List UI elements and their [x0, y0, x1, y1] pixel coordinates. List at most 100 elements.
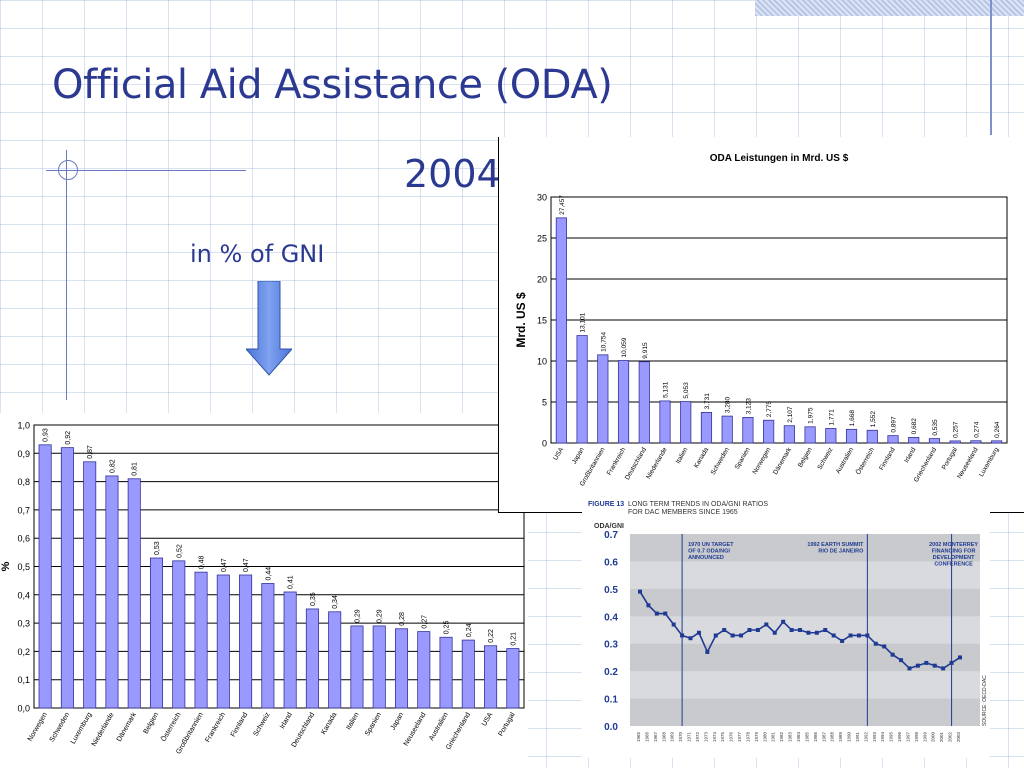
- gni-category-label: Griechenland: [445, 711, 472, 751]
- arrow-down-icon: [246, 281, 292, 376]
- oda-value-label: 3,123: [745, 398, 752, 415]
- trend-data-point: [899, 658, 904, 663]
- oda-value-label: 1,975: [808, 407, 815, 424]
- gni-plot-frame: [33, 424, 525, 709]
- oda-y-tick-label: 25: [537, 234, 547, 244]
- trend-data-point: [638, 589, 642, 594]
- gni-value-label: 0,93: [43, 428, 50, 442]
- gni-category-label: Luxemburg: [70, 711, 94, 745]
- trend-x-tick-label: 2002: [948, 732, 953, 743]
- trend-data-point: [688, 636, 693, 641]
- oda-bar: [783, 425, 795, 444]
- trend-data-point: [646, 603, 651, 608]
- trend-title-line: FOR DAC MEMBERS SINCE 1965: [628, 509, 738, 516]
- gni-category-label: Norwegen: [27, 711, 49, 742]
- trend-data-point: [840, 638, 845, 643]
- gni-y-tick-label: 0,9: [17, 449, 30, 459]
- trend-data-point: [924, 660, 929, 665]
- trend-data-point: [907, 666, 912, 671]
- oda-category-label: USA: [552, 446, 565, 462]
- oda-bar: [700, 412, 713, 444]
- trend-data-point: [654, 611, 659, 616]
- oda-value-label: 1,771: [828, 409, 835, 426]
- trend-data-point: [764, 622, 769, 627]
- oda-value-label: 3,731: [704, 393, 711, 410]
- oda-chart-title: ODA Leistungen in Mrd. US $: [710, 153, 849, 164]
- trend-data-point: [823, 628, 828, 632]
- trend-data-point: [713, 633, 718, 638]
- gni-value-label: 0,92: [65, 431, 72, 445]
- trend-x-tick-label: 1991: [855, 732, 860, 743]
- gni-value-label: 0,29: [354, 609, 361, 623]
- oda-bar: [659, 400, 671, 444]
- oda-value-label: 0,682: [911, 418, 918, 435]
- gni-y-tick-label: 0,0: [17, 704, 30, 714]
- oda-y-tick-label: 10: [537, 357, 547, 367]
- gni-label: in % of GNI: [190, 240, 325, 268]
- trend-data-point: [730, 633, 735, 638]
- trend-x-tick-label: 1985: [804, 732, 809, 743]
- trend-data-point: [789, 628, 794, 632]
- oda-amount-chart-svg: 0 5 10 15 20 25 30 Mrd. US $ ODA Leistungen in M…: [514, 153, 1008, 488]
- oda-category-label: Griechenland: [913, 446, 939, 483]
- gni-value-label: 0,28: [399, 612, 406, 626]
- trend-x-tick-label: 1966: [644, 732, 649, 743]
- gni-value-label: 0,52: [176, 544, 183, 558]
- trend-x-tick-label: 1987: [821, 732, 826, 743]
- trend-x-tick-label: 1965: [636, 732, 641, 743]
- gni-category-label: Schweden: [49, 711, 71, 743]
- trend-y-tick-label: 0.5: [604, 585, 618, 596]
- oda-category-label: Portugal: [941, 446, 959, 471]
- decorative-vertical-line: [990, 0, 992, 135]
- decorative-circle: [58, 160, 78, 180]
- gni-bar: [261, 583, 275, 709]
- oda-bar: [908, 437, 920, 444]
- oda-value-label: 0,535: [932, 419, 939, 436]
- trend-data-point: [882, 644, 887, 649]
- oda-value-label: 2,775: [766, 401, 773, 418]
- trend-x-tick-label: 1986: [813, 732, 818, 743]
- trend-x-tick-label: 1990: [847, 732, 852, 743]
- trend-x-tick-label: 1971: [687, 732, 692, 743]
- oda-amount-chart: 0 5 10 15 20 25 30 Mrd. US $ ODA Leistungen in M…: [498, 137, 1024, 513]
- trend-x-tick-label: 1988: [830, 732, 835, 743]
- oda-category-label: Kanada: [693, 446, 710, 469]
- oda-y-tick-label: 20: [537, 275, 547, 285]
- trend-x-tick-label: 1979: [754, 732, 759, 743]
- oda-bar: [555, 217, 567, 444]
- oda-value-label: 2,107: [787, 406, 794, 423]
- oda-category-label: Schweden: [710, 446, 731, 476]
- oda-bar: [680, 401, 692, 444]
- trend-y-tick-label: 0.4: [604, 612, 618, 623]
- gni-bar: [305, 608, 319, 709]
- trend-data-point: [705, 649, 710, 654]
- trend-data-point: [781, 619, 786, 624]
- trend-data-point: [941, 666, 946, 671]
- trend-x-tick-label: 1973: [703, 732, 708, 743]
- trend-plot-background: [630, 534, 980, 726]
- oda-bar: [949, 440, 961, 444]
- gni-bar: [484, 645, 498, 709]
- decorative-vertical-line-left: [66, 150, 67, 400]
- trend-data-point: [915, 663, 920, 668]
- trend-x-tick-label: 1968: [661, 732, 666, 743]
- gni-value-label: 0,21: [510, 632, 517, 646]
- gni-bar: [439, 636, 453, 709]
- oda-value-label: 27,457: [559, 195, 566, 215]
- oda-bar: [970, 440, 982, 444]
- oda-bar: [991, 440, 1003, 444]
- trend-data-point: [831, 633, 836, 638]
- gni-y-tick-label: 0,5: [17, 562, 30, 572]
- gni-bar: [239, 574, 253, 709]
- trend-data-point: [798, 628, 802, 632]
- gni-category-label: Neuseeland: [403, 711, 428, 747]
- oda-y-tick-label: 5: [542, 398, 547, 408]
- trend-data-point: [755, 628, 760, 632]
- trend-annotation-text: OF 0.7 ODA/NGI: [688, 549, 730, 555]
- oda-value-label: 5,131: [663, 381, 670, 398]
- oda-value-label: 9,915: [642, 342, 649, 359]
- oda-category-label: Norwegen: [751, 446, 772, 475]
- oda-bar: [887, 435, 899, 444]
- trend-data-point: [848, 633, 853, 638]
- gni-y-tick-label: 0,6: [17, 534, 30, 544]
